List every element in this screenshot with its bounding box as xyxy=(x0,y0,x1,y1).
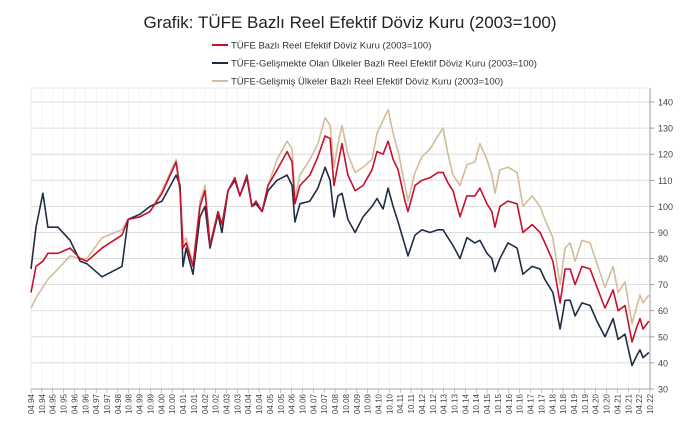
x-tick-label: 10.00 xyxy=(168,393,177,414)
x-tick-label: 04.07 xyxy=(309,393,318,414)
x-tick-label: 10.07 xyxy=(320,393,329,414)
legend: TÜFE Bazlı Reel Efektif Döviz Kuru (2003… xyxy=(212,41,537,88)
x-tick-label: 04.08 xyxy=(331,393,340,414)
x-tick-label: 10.22 xyxy=(646,393,655,414)
x-tick-label: 04.99 xyxy=(136,393,145,414)
x-tick-label: 10.09 xyxy=(364,393,373,414)
x-tick-label: 04.03 xyxy=(222,393,231,414)
x-tick-label: 10.95 xyxy=(60,393,69,414)
y-tick-label: 40 xyxy=(658,358,668,368)
x-tick-label: 10.13 xyxy=(451,393,460,414)
x-tick-label: 10.18 xyxy=(559,393,568,414)
y-tick-label: 30 xyxy=(658,385,668,395)
legend-label-1: TÜFE-Gelişmekte Olan Ülkeler Bazlı Reel … xyxy=(231,59,537,70)
x-tick-label: 10.02 xyxy=(212,393,221,414)
x-tick-label: 10.14 xyxy=(472,393,481,414)
y-tick-label: 50 xyxy=(658,332,668,342)
chart-title: Grafik: TÜFE Bazlı Reel Efektif Döviz Ku… xyxy=(143,13,556,32)
x-tick-label: 10.97 xyxy=(103,393,112,414)
x-tick-label: 10.06 xyxy=(298,393,307,414)
x-tick-label: 10.20 xyxy=(603,393,612,414)
x-tick-label: 10.05 xyxy=(277,393,286,414)
x-tick-label: 04.95 xyxy=(49,393,58,414)
x-tick-label: 10.12 xyxy=(429,393,438,414)
x-tick-label: 04.02 xyxy=(201,393,210,414)
plot-area xyxy=(30,87,651,390)
legend-label-2: TÜFE-Gelişmiş Ülkeler Bazlı Reel Efektif… xyxy=(231,77,503,88)
y-tick-label: 120 xyxy=(658,150,673,160)
x-tick-label: 10.94 xyxy=(38,393,47,414)
x-tick-label: 10.17 xyxy=(537,393,546,414)
x-tick-label: 04.15 xyxy=(483,393,492,414)
x-tick-label: 10.96 xyxy=(81,393,90,414)
series-lines xyxy=(30,109,650,367)
x-tick-label: 04.19 xyxy=(570,393,579,414)
x-tick-label: 10.21 xyxy=(624,393,633,414)
x-tick-label: 04.01 xyxy=(179,393,188,414)
x-tick-label: 04.12 xyxy=(418,393,427,414)
x-tick-label: 04.14 xyxy=(461,393,470,414)
x-tick-label: 10.99 xyxy=(146,393,155,414)
x-tick-label: 10.98 xyxy=(125,393,134,414)
x-tick-label: 04.21 xyxy=(613,393,622,414)
y-tick-label: 130 xyxy=(658,124,673,134)
x-tick-label: 04.17 xyxy=(527,393,536,414)
y-tick-label: 80 xyxy=(658,254,668,264)
x-tick-label: 10.03 xyxy=(233,393,242,414)
y-tick-label: 100 xyxy=(658,202,673,212)
x-tick-label: 10.04 xyxy=(255,393,264,414)
y-axis: 30 40 50 60 70 80 90 100 110 120 130 140 xyxy=(649,88,673,395)
series-line-0 xyxy=(30,135,650,343)
x-tick-label: 04.13 xyxy=(440,393,449,414)
grid xyxy=(30,88,651,390)
x-tick-label: 04.09 xyxy=(353,393,362,414)
x-tick-label: 04.11 xyxy=(396,393,405,413)
x-axis: 04.94 10.94 04.95 10.95 04.96 10.96 04.97 10.97… xyxy=(27,388,655,414)
x-tick-label: 04.06 xyxy=(288,393,297,414)
x-tick-label: 10.11 xyxy=(407,393,416,413)
x-tick-label: 10.10 xyxy=(385,393,394,414)
x-tick-label: 10.15 xyxy=(494,393,503,414)
x-tick-label: 10.01 xyxy=(190,393,199,414)
x-tick-label: 04.16 xyxy=(505,393,514,414)
x-tick-label: 10.19 xyxy=(581,393,590,414)
legend-label-0: TÜFE Bazlı Reel Efektif Döviz Kuru (2003… xyxy=(231,41,431,52)
x-tick-label: 04.98 xyxy=(114,393,123,414)
y-tick-label: 60 xyxy=(658,306,668,316)
x-tick-label: 04.04 xyxy=(244,393,253,414)
y-tick-label: 140 xyxy=(658,98,673,108)
x-tick-label: 04.18 xyxy=(548,393,557,414)
x-tick-label: 04.20 xyxy=(592,393,601,414)
y-tick-label: 110 xyxy=(658,176,672,186)
x-tick-label: 04.22 xyxy=(635,393,644,414)
y-tick-label: 70 xyxy=(658,280,668,290)
x-tick-label: 10.16 xyxy=(516,393,525,414)
x-tick-label: 04.05 xyxy=(266,393,275,414)
y-tick-label: 90 xyxy=(658,228,668,238)
x-tick-label: 04.96 xyxy=(70,393,79,414)
x-tick-label: 04.97 xyxy=(92,393,101,414)
x-tick-label: 04.00 xyxy=(157,393,166,414)
x-tick-label: 04.94 xyxy=(27,393,36,414)
x-tick-label: 04.10 xyxy=(375,393,384,414)
x-tick-label: 10.08 xyxy=(342,393,351,414)
